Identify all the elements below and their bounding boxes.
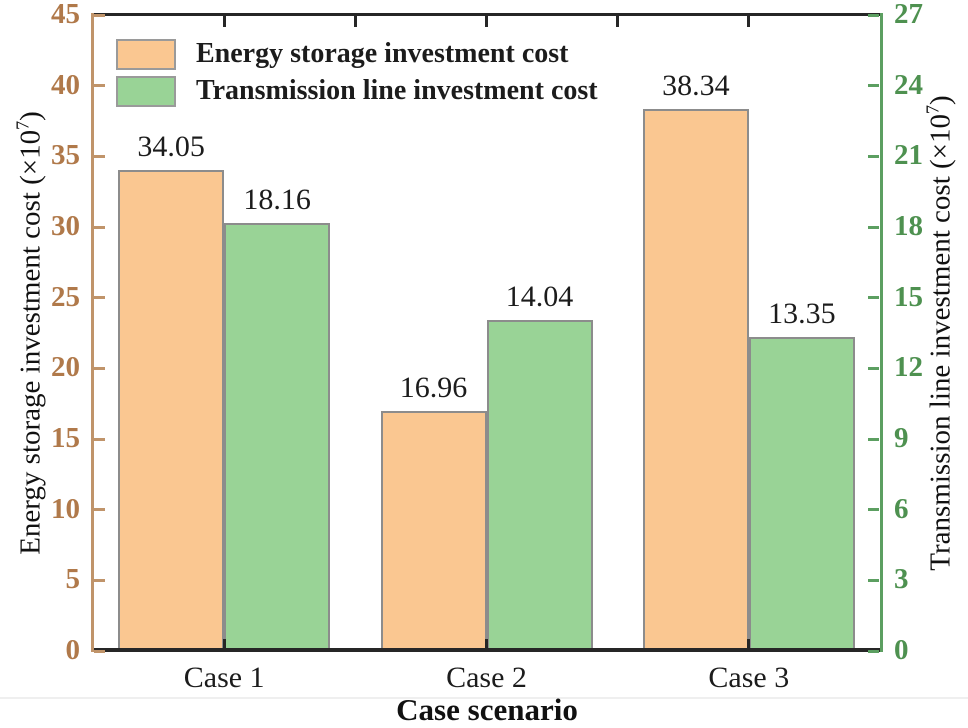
x-axis-title: Case scenario [396, 692, 578, 727]
bar-energy-storage-3 [642, 109, 749, 651]
left-tick-label-15: 15 [51, 421, 80, 454]
left-tick-15 [94, 437, 105, 441]
left-tick-label-35: 35 [51, 139, 80, 172]
left-tick-35 [94, 154, 105, 158]
right-tick-label-27: 27 [894, 0, 923, 30]
right-axis-exponent: 7 [922, 104, 943, 114]
right-tick-18 [868, 225, 879, 229]
top-tick-1 [222, 16, 226, 27]
right-tick-24 [868, 84, 879, 88]
right-tick-12 [868, 366, 879, 370]
legend-item-transmission-line: Transmission line investment cost [116, 75, 598, 107]
right-tick-label-0: 0 [894, 633, 909, 666]
right-tick-21 [868, 154, 879, 158]
value-label-energy-storage-1: 34.05 [137, 130, 205, 163]
top-tick-3 [485, 16, 488, 27]
left-tick-label-25: 25 [51, 280, 80, 313]
right-spine [880, 13, 883, 652]
left-tick-25 [94, 296, 105, 300]
left-tick-45 [94, 13, 105, 17]
right-tick-label-6: 6 [894, 492, 909, 525]
left-axis-title: Energy storage investment cost (×107) [13, 111, 48, 555]
top-spine [91, 13, 883, 16]
left-tick-30 [94, 225, 105, 229]
right-tick-9 [868, 437, 879, 441]
page-rule [0, 697, 968, 699]
left-tick-label-45: 45 [51, 0, 80, 30]
legend-swatch-energy-storage [116, 38, 176, 70]
left-tick-10 [94, 508, 105, 512]
right-axis-title-text: Transmission line investment cost (×10 [924, 113, 957, 571]
left-spine [91, 13, 94, 652]
left-tick-label-10: 10 [51, 492, 80, 525]
legend-label-energy-storage: Energy storage investment cost [196, 38, 569, 69]
right-axis-title: Transmission line investment cost (×107) [923, 95, 958, 570]
left-tick-label-20: 20 [51, 351, 80, 384]
value-label-energy-storage-3: 38.34 [662, 69, 730, 102]
right-tick-15 [868, 296, 879, 300]
legend: Energy storage investment cost Transmiss… [116, 38, 598, 107]
right-tick-6 [868, 508, 879, 512]
x-tick-label-3: Case 3 [708, 661, 790, 694]
bar-transmission-line-2 [486, 320, 593, 651]
top-tick-5 [747, 16, 751, 27]
right-tick-3 [868, 578, 879, 582]
bottom-tick-2 [485, 639, 488, 651]
bar-transmission-line-3 [748, 337, 855, 651]
top-tick-4 [616, 16, 620, 27]
legend-swatch-transmission-line [116, 75, 176, 107]
right-tick-label-21: 21 [894, 139, 923, 172]
legend-label-transmission-line: Transmission line investment cost [196, 75, 598, 106]
right-tick-label-24: 24 [894, 68, 923, 101]
bar-energy-storage-1 [118, 170, 225, 651]
value-label-transmission-line-2: 14.04 [505, 280, 574, 313]
left-tick-20 [94, 366, 105, 370]
x-tick-label-1: Case 1 [183, 661, 265, 694]
x-tick-label-2: Case 2 [446, 661, 527, 694]
bar-transmission-line-1 [224, 223, 331, 651]
left-axis-title-close: ) [14, 111, 47, 121]
top-tick-2 [353, 16, 357, 27]
left-tick-label-30: 30 [51, 209, 80, 242]
left-tick-label-0: 0 [65, 633, 81, 666]
right-tick-label-15: 15 [894, 280, 923, 313]
right-tick-label-3: 3 [894, 563, 909, 596]
value-label-transmission-line-3: 13.35 [768, 297, 836, 330]
right-tick-label-9: 9 [894, 421, 909, 454]
right-tick-label-18: 18 [894, 209, 923, 242]
left-tick-label-5: 5 [65, 563, 81, 596]
left-tick-label-40: 40 [51, 68, 80, 101]
left-tick-40 [94, 84, 105, 88]
bar-energy-storage-2 [380, 411, 487, 651]
right-tick-0 [868, 649, 879, 653]
bottom-tick-1 [222, 639, 226, 651]
value-label-transmission-line-1: 18.16 [243, 183, 311, 216]
right-axis-title-close: ) [924, 95, 957, 105]
left-tick-5 [94, 578, 105, 582]
legend-item-energy-storage: Energy storage investment cost [116, 38, 598, 70]
right-tick-27 [868, 13, 879, 17]
left-axis-title-text: Energy storage investment cost (×10 [14, 129, 47, 555]
left-tick-0 [94, 649, 105, 653]
bottom-tick-3 [747, 639, 751, 651]
left-axis-exponent: 7 [12, 120, 33, 130]
right-tick-label-12: 12 [894, 351, 923, 384]
value-label-energy-storage-2: 16.96 [399, 371, 468, 404]
